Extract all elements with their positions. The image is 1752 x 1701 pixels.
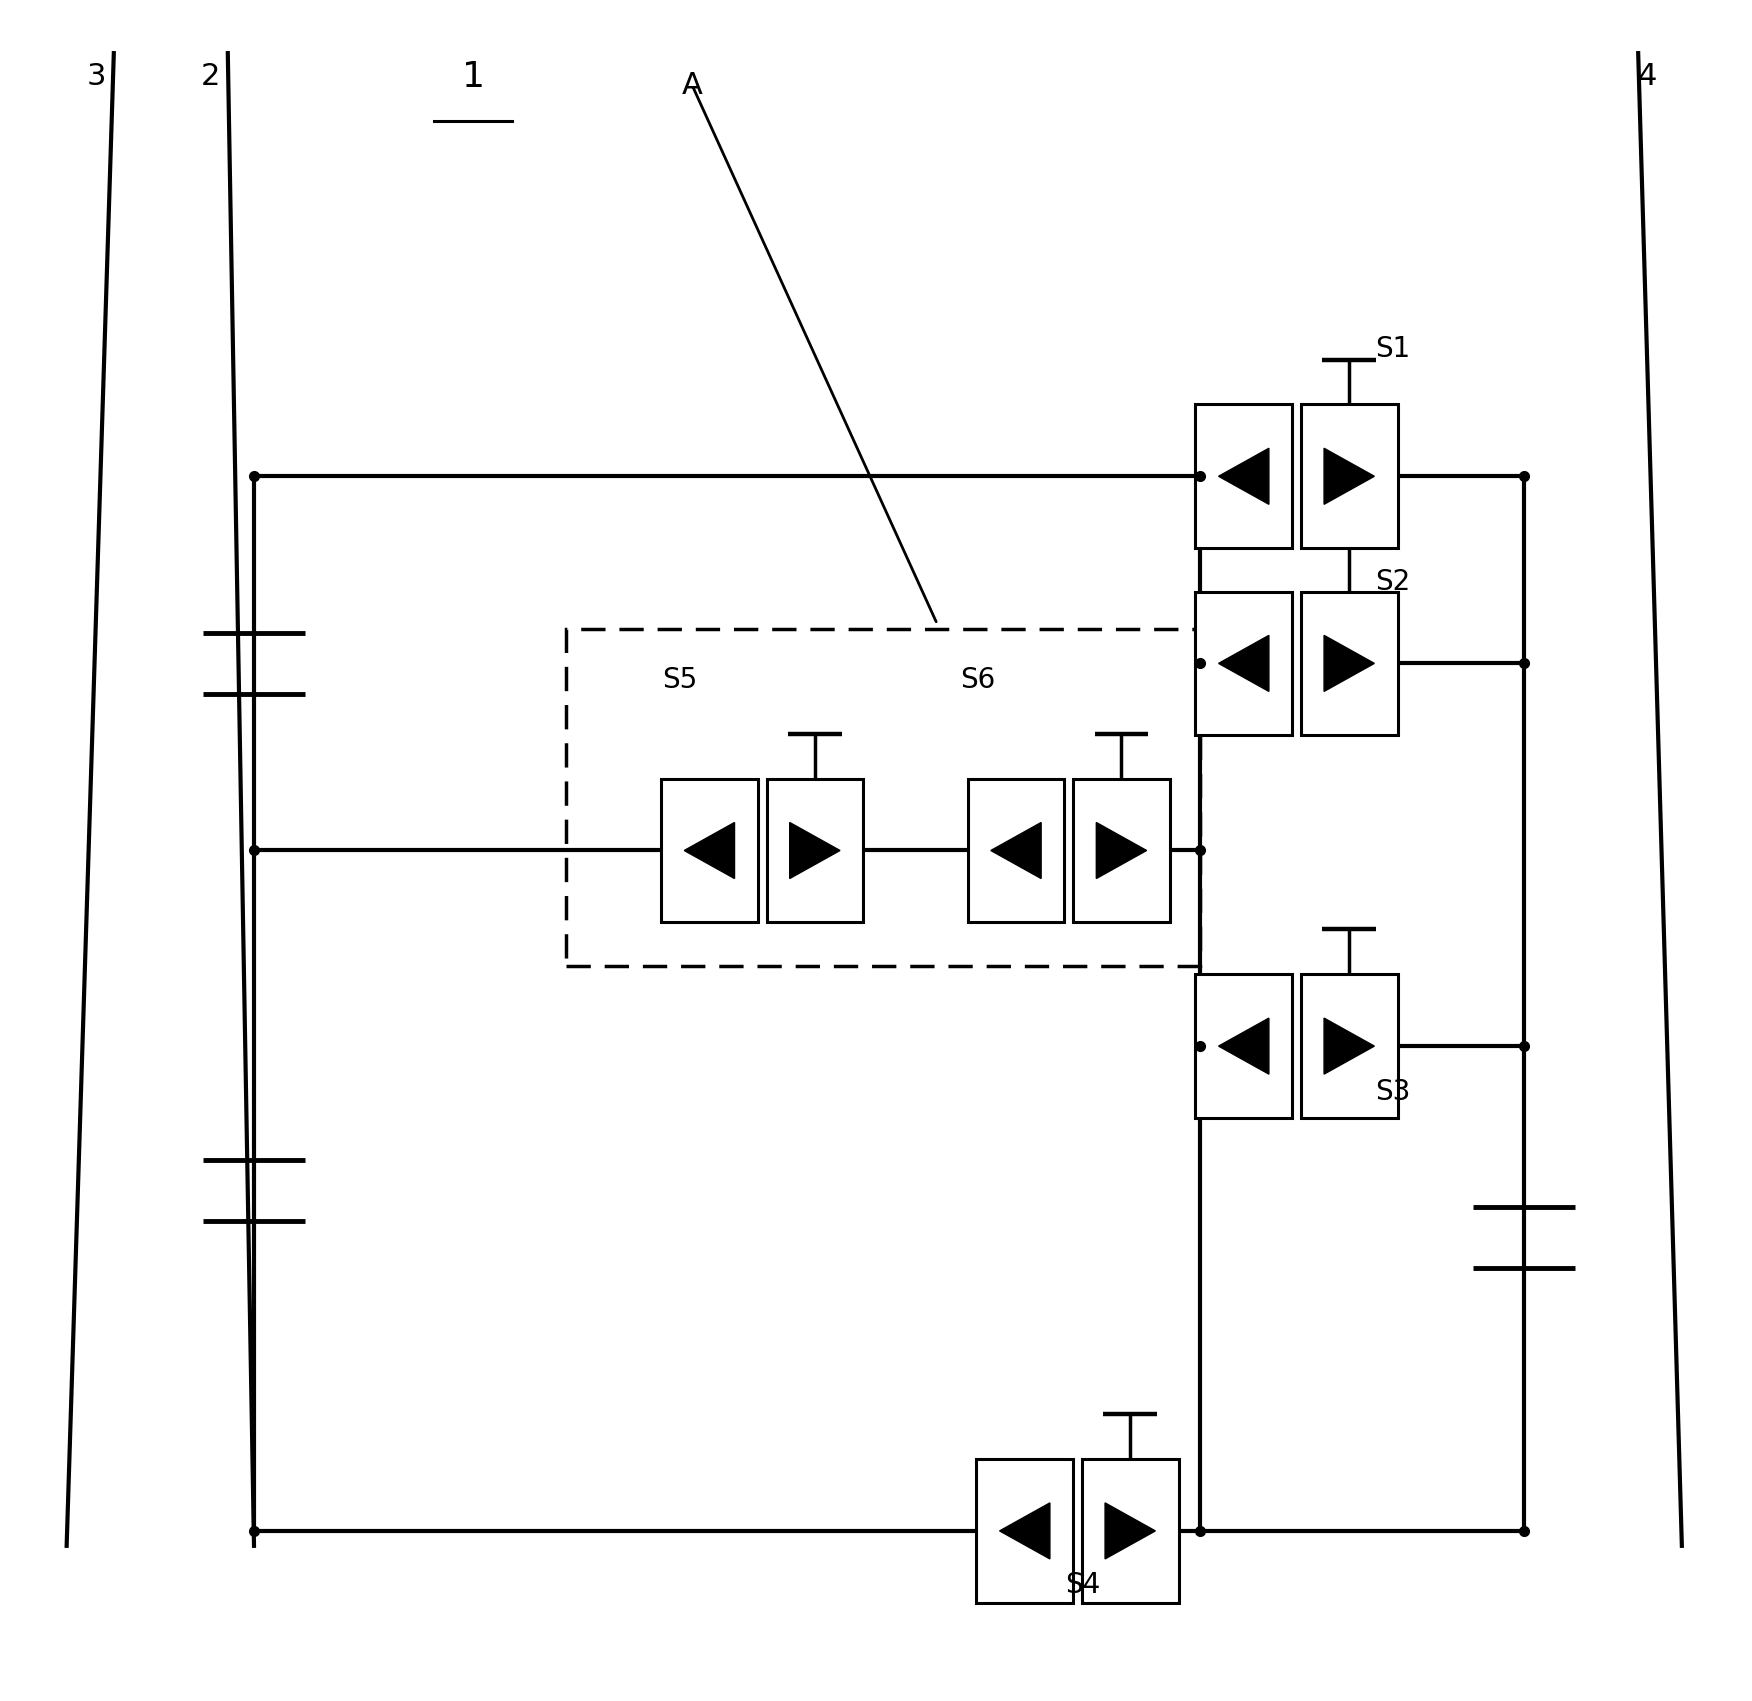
- Polygon shape: [1000, 1504, 1049, 1558]
- Bar: [1195, 405, 1291, 548]
- Polygon shape: [1219, 636, 1268, 691]
- Polygon shape: [1106, 1504, 1155, 1558]
- Polygon shape: [1097, 823, 1146, 878]
- Polygon shape: [992, 823, 1041, 878]
- Bar: [566, 629, 1200, 966]
- Bar: [967, 779, 1065, 922]
- Bar: [1081, 1459, 1179, 1602]
- Text: S3: S3: [1375, 1078, 1410, 1106]
- Bar: [1300, 592, 1398, 735]
- Polygon shape: [1325, 1019, 1374, 1073]
- Text: A: A: [682, 70, 703, 100]
- Text: 1: 1: [461, 60, 485, 94]
- Text: S4: S4: [1065, 1572, 1100, 1599]
- Bar: [1195, 592, 1291, 735]
- Bar: [1195, 975, 1291, 1118]
- Bar: [1300, 975, 1398, 1118]
- Bar: [976, 1459, 1072, 1602]
- Polygon shape: [790, 823, 839, 878]
- Bar: [767, 779, 864, 922]
- Bar: [661, 779, 757, 922]
- Polygon shape: [685, 823, 734, 878]
- Polygon shape: [1325, 636, 1374, 691]
- Text: S2: S2: [1375, 568, 1410, 595]
- Polygon shape: [1219, 1019, 1268, 1073]
- Text: S5: S5: [662, 667, 697, 694]
- Text: S6: S6: [960, 667, 995, 694]
- Text: S1: S1: [1375, 335, 1410, 362]
- Bar: [1072, 779, 1170, 922]
- Bar: [1300, 405, 1398, 548]
- Text: 3: 3: [86, 61, 107, 92]
- Text: 4: 4: [1636, 61, 1657, 92]
- Text: 2: 2: [200, 61, 221, 92]
- Polygon shape: [1219, 449, 1268, 503]
- Polygon shape: [1325, 449, 1374, 503]
